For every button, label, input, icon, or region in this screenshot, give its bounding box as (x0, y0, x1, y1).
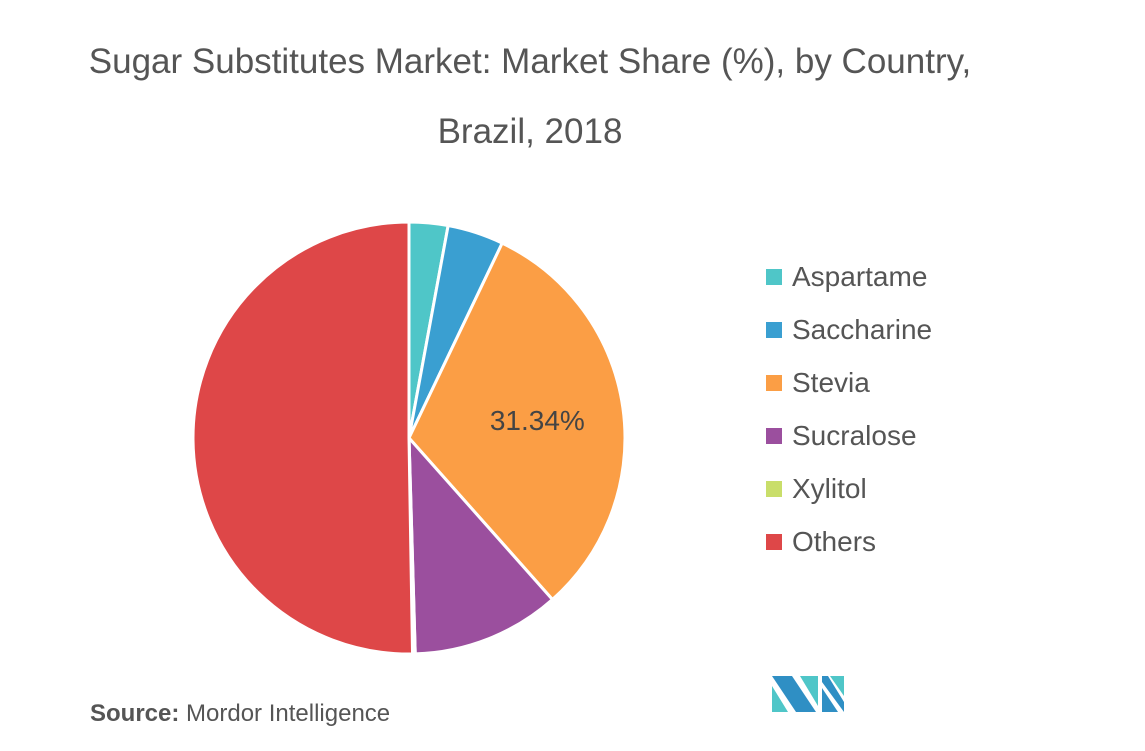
legend-item-sucralose: Sucralose (766, 409, 932, 462)
chart-subtitle: Brazil, 2018 (437, 112, 623, 151)
legend-swatch (766, 533, 782, 550)
legend-item-xylitol: Xylitol (766, 462, 932, 515)
source-label: Source: (90, 700, 180, 727)
pie-slice-sucralose (407, 433, 555, 656)
legend-swatch (766, 480, 782, 497)
legend-label: Stevia (792, 366, 870, 398)
source-text: Mordor Intelligence (179, 700, 391, 727)
legend-swatch (766, 374, 782, 391)
mordor-logo (772, 676, 844, 712)
legend-label: Others (792, 525, 877, 557)
legend-item-stevia: Stevia (766, 356, 932, 409)
legend-label: Sucralose (792, 419, 917, 451)
source-note: Source: Mordor Intelligence (90, 700, 390, 728)
legend-label: Saccharine (792, 313, 933, 345)
legend-item-saccharine: Saccharine (766, 303, 932, 356)
legend-label: Xylitol (792, 472, 867, 504)
legend-swatch (766, 268, 782, 285)
data-label-stevia: 31.34% (490, 405, 585, 436)
chart-title: Sugar Substitutes Market: Market Share (… (88, 42, 972, 81)
legend-label: Aspartame (792, 260, 928, 292)
legend-item-aspartame: Aspartame (766, 250, 932, 303)
legend: Aspartame Saccharine Stevia Sucralose Xylito… (766, 250, 932, 568)
legend-swatch (766, 321, 782, 338)
legend-swatch (766, 427, 782, 444)
pie-slice-others (191, 220, 415, 656)
pie-slice-stevia (407, 241, 627, 602)
legend-item-others: Others (766, 515, 932, 568)
